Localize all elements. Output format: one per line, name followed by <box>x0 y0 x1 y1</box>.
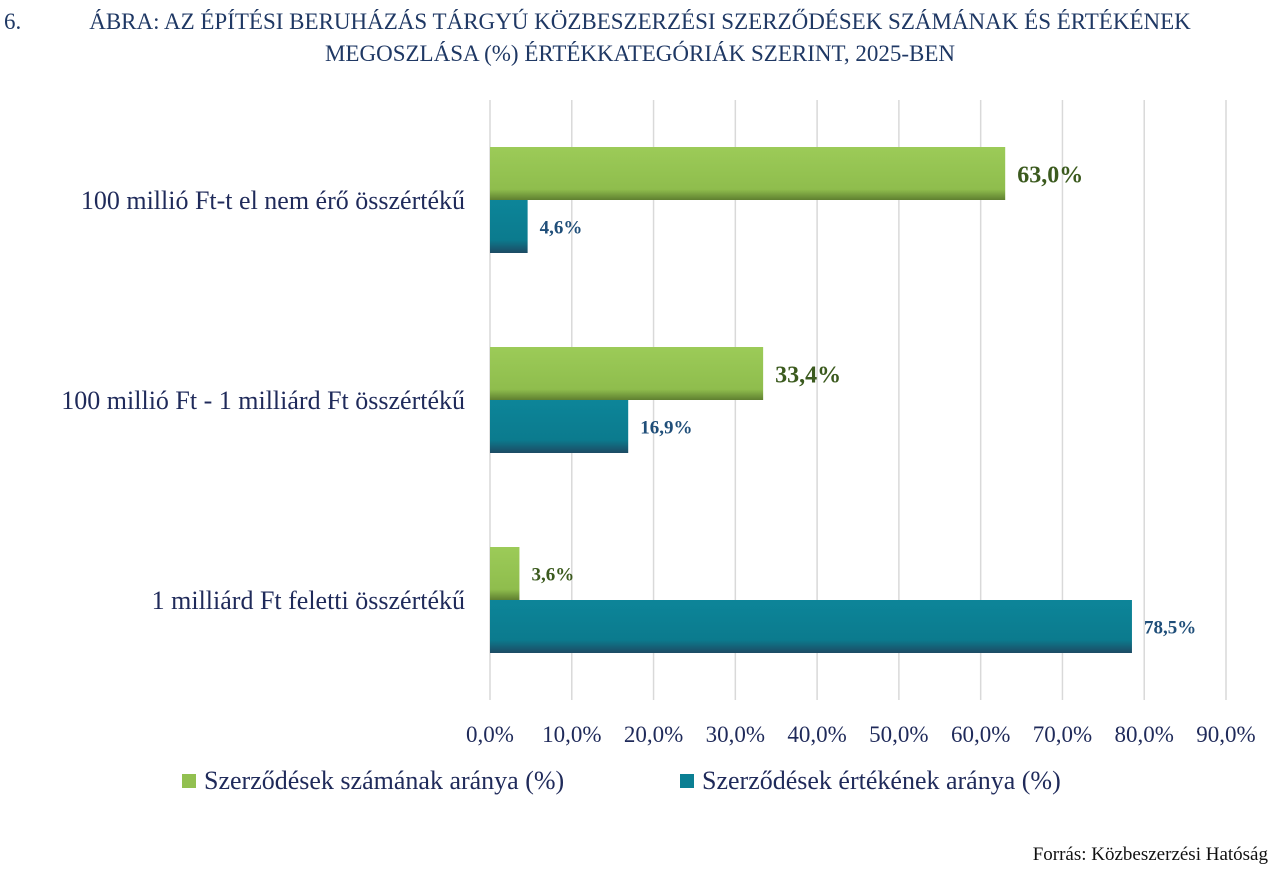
category-label: 100 millió Ft - 1 milliárd Ft összértékű <box>61 386 465 415</box>
count-bar-1 <box>490 347 764 400</box>
x-tick-label: 40,0% <box>787 722 846 747</box>
legend-label-count: Szerződések számának aránya (%) <box>204 766 565 795</box>
source-note: Forrás: Közbeszerzési Hatóság <box>1032 844 1268 865</box>
x-tick-label: 50,0% <box>869 722 928 747</box>
x-tick-label: 60,0% <box>951 722 1010 747</box>
data-label: 3,6% <box>531 565 574 586</box>
legend-item-count: Szerződések számának aránya (%) <box>182 766 564 796</box>
chart-legend: Szerződések számának aránya (%) Szerződé… <box>0 766 1280 806</box>
legend-item-value: Szerződések értékének aránya (%) <box>680 766 1061 796</box>
x-tick-label: 20,0% <box>624 722 683 747</box>
x-tick-label: 90,0% <box>1196 722 1255 747</box>
data-label: 63,0% <box>1017 163 1083 189</box>
x-tick-label: 70,0% <box>1033 722 1092 747</box>
x-tick-label: 30,0% <box>706 722 765 747</box>
count-bar-2 <box>490 547 520 600</box>
legend-swatch-teal <box>680 774 694 788</box>
chart-title: 6. ÁBRA: AZ ÉPÍTÉSI BERUHÁZÁS TÁRGYÚ KÖZ… <box>0 6 1280 70</box>
title-line-1: ÁBRA: AZ ÉPÍTÉSI BERUHÁZÁS TÁRGYÚ KÖZBES… <box>89 9 1191 34</box>
figure-number: 6. <box>4 9 22 34</box>
value-bar-0 <box>490 200 528 253</box>
bar-chart: 0,0% 10,0% 20,0% 30,0% 40,0% 50,0% 60,0% 70,0% 8… <box>61 100 1256 747</box>
x-tick-label: 0,0% <box>466 722 514 747</box>
data-label: 4,6% <box>540 218 583 239</box>
data-label: 78,5% <box>1144 618 1196 639</box>
legend-swatch-green <box>182 774 196 788</box>
category-label: 100 millió Ft-t el nem érő összértékű <box>81 186 465 215</box>
legend-label-value: Szerződések értékének aránya (%) <box>702 766 1061 795</box>
value-bar-1 <box>490 400 629 453</box>
value-bar-2 <box>490 600 1132 653</box>
title-line-2: MEGOSZLÁSA (%) ÉRTÉKKATEGÓRIÁK SZERINT, … <box>324 41 955 66</box>
data-label: 16,9% <box>640 418 692 439</box>
data-label: 33,4% <box>775 363 841 389</box>
x-tick-label: 10,0% <box>542 722 601 747</box>
count-bar-0 <box>490 147 1006 200</box>
x-tick-label: 80,0% <box>1115 722 1174 747</box>
category-label: 1 milliárd Ft feletti összértékű <box>152 586 465 615</box>
